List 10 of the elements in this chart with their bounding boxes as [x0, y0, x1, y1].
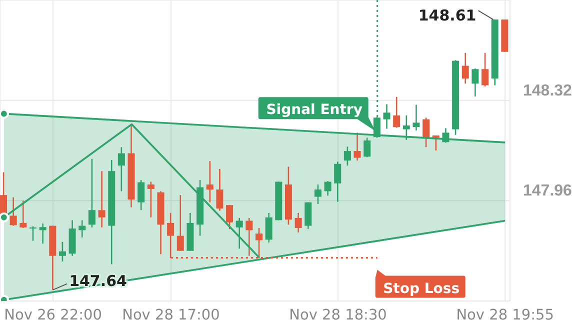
annotation: 147.64: [69, 272, 127, 290]
y-tick-label: 147.96: [523, 182, 572, 200]
x-tick-label: Nov 28 17:00: [122, 307, 220, 324]
annotation: Signal Entry: [266, 102, 362, 118]
x-tick-label: Nov 26 22:00: [4, 307, 102, 324]
y-tick-label: 148.32: [523, 82, 572, 100]
annotation: Stop Loss: [383, 280, 460, 297]
x-tick-label: Nov 28 18:30: [289, 307, 387, 324]
annotation: 148.61: [418, 6, 476, 25]
x-tick-label: Nov 28 19:55: [456, 307, 554, 324]
